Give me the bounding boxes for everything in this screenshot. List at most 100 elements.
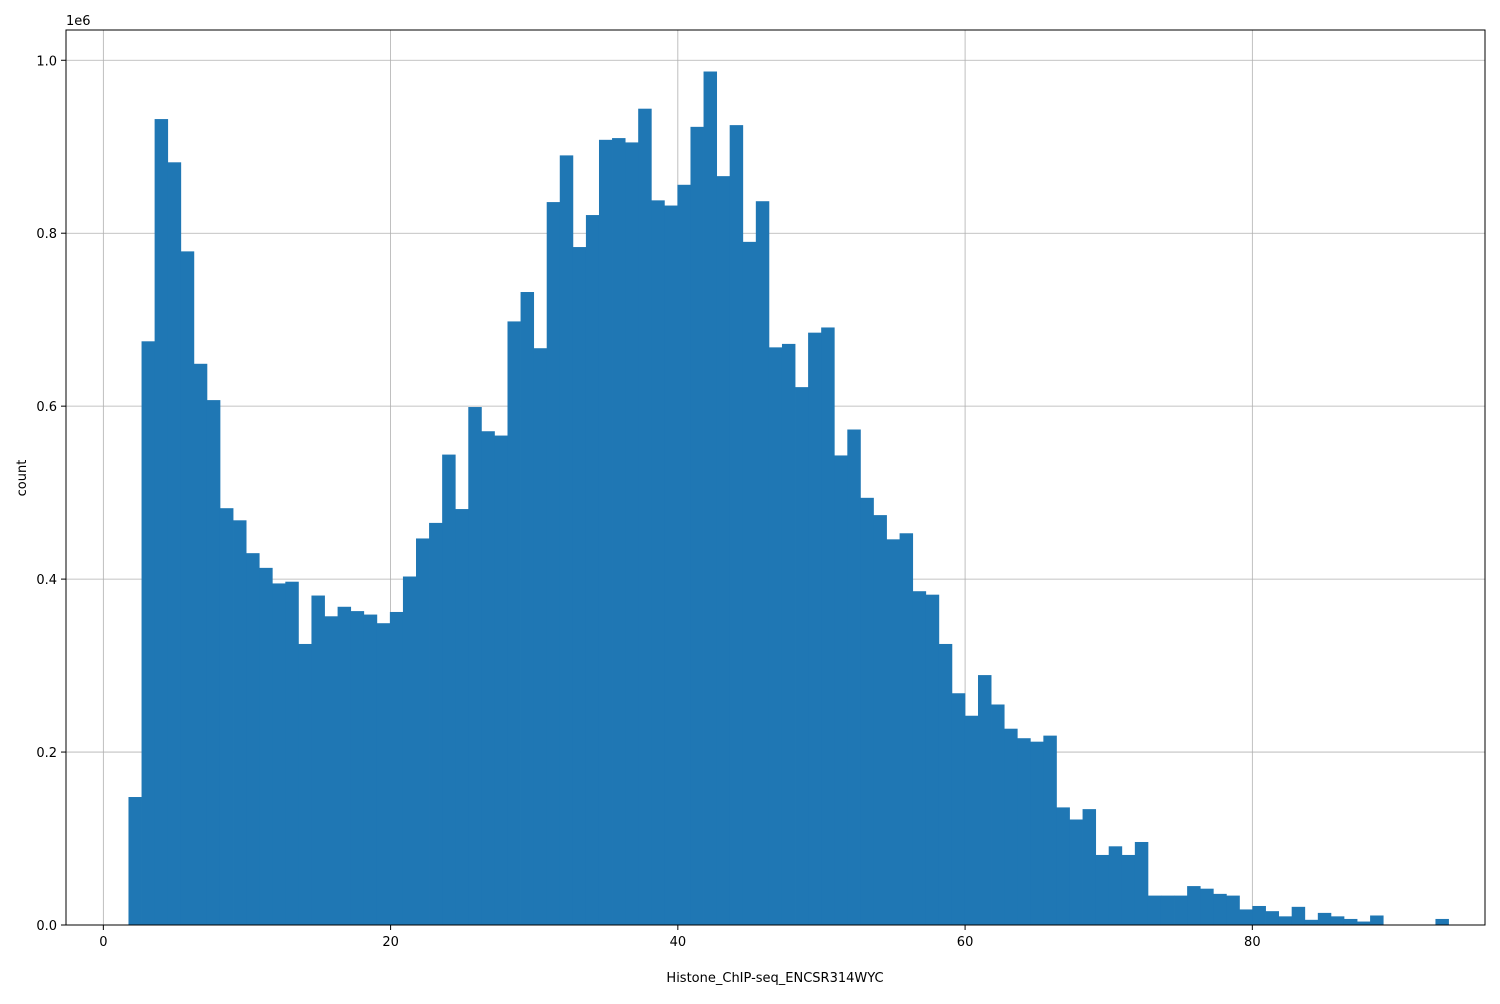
histogram-bar bbox=[1343, 918, 1358, 925]
histogram-bar bbox=[964, 715, 979, 925]
histogram-bar bbox=[1252, 905, 1266, 925]
y-tick-label: 0.0 bbox=[36, 919, 57, 934]
histogram-bar bbox=[690, 126, 704, 926]
histogram-bar bbox=[1160, 895, 1175, 925]
histogram-bar bbox=[311, 595, 325, 925]
histogram-bar bbox=[141, 341, 156, 926]
histogram-bar bbox=[1134, 841, 1149, 925]
histogram-bar bbox=[1095, 854, 1110, 925]
histogram-bar bbox=[1265, 911, 1280, 925]
histogram-bar bbox=[768, 347, 783, 925]
histogram-bar bbox=[1200, 888, 1214, 925]
histogram-bar bbox=[991, 704, 1005, 925]
histogram-bar bbox=[442, 454, 456, 925]
axis-ticks: 0 20 40 60 80 0.0 0.2 0.4 0.6 0.8 1.0 bbox=[36, 54, 1260, 950]
histogram-bar bbox=[494, 435, 508, 925]
histogram-bar bbox=[834, 455, 848, 925]
histogram-bar bbox=[1187, 886, 1201, 925]
histogram-bar bbox=[1278, 916, 1293, 925]
histogram-bar bbox=[1082, 809, 1097, 925]
y-axis-label: count bbox=[15, 460, 30, 497]
histogram-bar bbox=[520, 292, 535, 925]
histogram-bar bbox=[507, 321, 521, 925]
y-tick-label: 0.2 bbox=[36, 746, 57, 761]
histogram-bar bbox=[193, 363, 208, 925]
histogram-bar bbox=[860, 497, 874, 925]
histogram-bar bbox=[1226, 895, 1240, 925]
histogram-bar bbox=[886, 539, 900, 925]
histogram-bar bbox=[468, 407, 482, 925]
histogram-bar bbox=[402, 576, 417, 925]
histogram-bar bbox=[1004, 728, 1018, 925]
histogram-bar bbox=[1043, 735, 1057, 925]
histogram-bar bbox=[429, 522, 443, 925]
histogram-bar bbox=[625, 142, 639, 925]
histogram-bar bbox=[873, 515, 887, 925]
histogram-bar bbox=[167, 162, 182, 926]
x-tick-label: 0 bbox=[99, 935, 107, 950]
histogram-bar bbox=[1239, 909, 1253, 925]
histogram-bar bbox=[899, 533, 914, 925]
histogram-bar bbox=[1030, 741, 1044, 925]
histogram-bar bbox=[1435, 918, 1449, 925]
histogram-bar bbox=[180, 251, 195, 926]
y-tick-label: 0.8 bbox=[36, 227, 57, 242]
histogram-bar bbox=[1174, 895, 1188, 925]
histogram-bars bbox=[128, 71, 1449, 926]
histogram-bar bbox=[755, 201, 770, 925]
histogram-bar bbox=[938, 643, 953, 925]
histogram-bar bbox=[154, 119, 169, 926]
histogram-bar bbox=[1017, 738, 1031, 925]
histogram-bar bbox=[612, 138, 626, 925]
x-tick-label: 40 bbox=[670, 935, 687, 950]
histogram-bar bbox=[1056, 807, 1070, 925]
histogram-bar bbox=[638, 108, 652, 926]
histogram-bar bbox=[677, 184, 691, 925]
histogram-bar bbox=[585, 215, 600, 925]
histogram-bar bbox=[416, 538, 430, 925]
histogram-bar bbox=[1108, 846, 1123, 925]
histogram-bar bbox=[951, 693, 966, 925]
histogram-bar bbox=[337, 606, 352, 925]
histogram-bar bbox=[742, 241, 757, 925]
histogram-bar bbox=[781, 343, 796, 925]
histogram-bar bbox=[572, 247, 587, 925]
x-tick-label: 20 bbox=[382, 935, 399, 950]
histogram-bar bbox=[272, 583, 286, 925]
histogram-bar bbox=[1121, 854, 1136, 925]
histogram-bar bbox=[376, 623, 391, 925]
histogram-bar bbox=[795, 387, 809, 925]
histogram-bar bbox=[481, 431, 495, 925]
x-axis-label: Histone_ChIP-seq_ENCSR314WYC bbox=[666, 971, 883, 986]
histogram-bar bbox=[298, 643, 312, 925]
histogram-bar bbox=[1291, 906, 1306, 925]
histogram-bar bbox=[219, 508, 234, 925]
histogram-bar bbox=[1213, 893, 1227, 925]
y-tick-label: 1.0 bbox=[36, 54, 57, 69]
histogram-bar bbox=[729, 125, 744, 925]
y-offset-text: 1e6 bbox=[66, 14, 91, 29]
histogram-bar bbox=[651, 200, 665, 925]
histogram-bar bbox=[285, 581, 299, 925]
histogram-bar bbox=[389, 611, 404, 925]
histogram-bar bbox=[363, 614, 378, 925]
histogram-bar bbox=[206, 400, 221, 925]
histogram-bar bbox=[847, 429, 861, 925]
histogram-bar bbox=[978, 675, 992, 925]
histogram-bar bbox=[246, 553, 260, 925]
histogram-bar bbox=[1147, 895, 1162, 925]
histogram-bar bbox=[821, 327, 835, 925]
histogram-bar bbox=[128, 797, 142, 925]
histogram-bar bbox=[664, 205, 678, 925]
histogram-bar bbox=[259, 567, 273, 925]
y-tick-label: 0.4 bbox=[36, 573, 57, 588]
histogram-bar bbox=[533, 348, 548, 925]
histogram-bar bbox=[703, 71, 718, 925]
x-tick-label: 80 bbox=[1244, 935, 1261, 950]
histogram-bar bbox=[1304, 919, 1319, 925]
histogram-bar bbox=[716, 176, 731, 926]
axes-frame bbox=[65, 29, 1486, 926]
histogram-bar bbox=[546, 202, 561, 925]
histogram-bar bbox=[925, 594, 940, 925]
